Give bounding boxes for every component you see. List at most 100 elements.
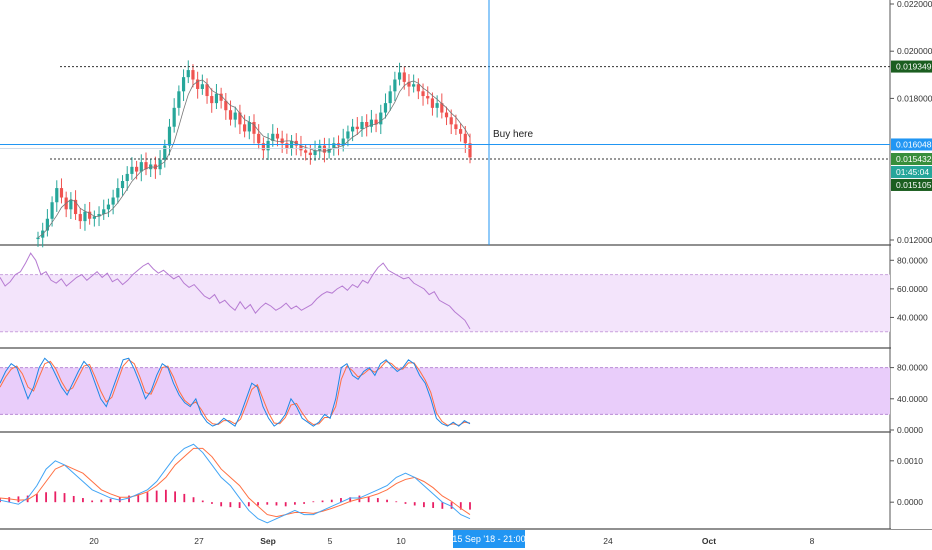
candle-body [83, 211, 87, 222]
candle-body [247, 122, 251, 132]
candle-body [402, 72, 406, 82]
cursor-overlay [453, 0, 525, 548]
candle-body [365, 122, 369, 127]
time-tick-label: Oct [702, 536, 716, 546]
candle-body [111, 197, 115, 205]
candle-body [322, 145, 327, 153]
candle-body [196, 79, 200, 89]
candle-body [102, 209, 106, 215]
candle-body [191, 70, 195, 80]
candle-body [304, 150, 308, 153]
candle-body [36, 237, 40, 240]
candle-body [332, 143, 336, 148]
rsi-tick-label: 60.0000 [897, 284, 928, 294]
macd-histogram-bar [146, 492, 149, 503]
candle-body [444, 112, 449, 118]
macd-histogram-bar [423, 502, 425, 508]
candle-body [97, 214, 101, 217]
price-panel[interactable] [0, 60, 890, 248]
cursor-price-label-box [891, 138, 932, 151]
candle-body [130, 166, 134, 174]
macd-histogram-bar [450, 502, 453, 509]
candle-body [139, 162, 143, 172]
macd-histogram-bar [303, 502, 306, 504]
rsi-line [0, 252, 471, 330]
price-tick-label: 0.012000 [897, 235, 932, 245]
macd-histogram-bar [63, 493, 66, 503]
macd-histogram-bar [220, 502, 223, 507]
candle-body [266, 140, 270, 151]
cursor-price-label: 0.016048 [896, 139, 932, 149]
countdown-label: 01:45:04 [896, 167, 929, 177]
candle-body [393, 79, 397, 92]
countdown-label-box [891, 165, 932, 178]
macd-histogram-bar [386, 499, 388, 503]
stoch-band [0, 367, 890, 415]
macd-histogram-bar [229, 502, 232, 508]
candle-body [435, 103, 439, 108]
macd-signal-line [0, 447, 471, 518]
macd-histogram-bar [211, 502, 213, 504]
candle-body [153, 164, 157, 170]
candle-body [55, 188, 59, 203]
price-tick-label: 0.022000 [897, 0, 932, 9]
macd-histogram-bar [35, 493, 38, 503]
candle-body [106, 204, 111, 210]
candle-body [163, 145, 167, 160]
candle-body [167, 126, 172, 146]
candle-body [440, 103, 444, 113]
macd-histogram-bar [349, 497, 352, 503]
rsi-panel [0, 252, 890, 333]
candle-body [412, 84, 416, 87]
candle-body [125, 173, 129, 181]
moving-average-line [37, 79, 471, 238]
candle-body [88, 211, 92, 219]
candle-body [383, 103, 388, 113]
cursor-time-box [453, 530, 525, 548]
candle-body [271, 133, 275, 141]
stoch-panel [0, 357, 890, 427]
stoch-tick-label: 0.0000 [897, 425, 923, 435]
macd-histogram-bar [284, 502, 287, 507]
candle-body [214, 93, 219, 104]
candle-body [69, 199, 73, 210]
candle-body [200, 84, 204, 89]
candle-body [308, 152, 312, 156]
candle-body [379, 112, 383, 125]
candle-body [261, 143, 265, 151]
candle-body [205, 84, 209, 97]
candle-body [120, 181, 125, 189]
macd-histogram-bar [294, 502, 296, 505]
macd-histogram-bar [72, 495, 75, 503]
candle-body [397, 72, 402, 80]
candle-body [238, 112, 242, 125]
macd-histogram-bar [367, 496, 370, 503]
macd-histogram-bar [174, 491, 176, 503]
candle-body [45, 218, 49, 231]
candle-body [374, 119, 378, 125]
candle-body [181, 77, 186, 92]
macd-histogram-bar [441, 502, 444, 509]
stoch-d-line [0, 359, 471, 426]
candle-body [355, 126, 359, 130]
macd-histogram-bar [340, 498, 342, 503]
candle-body [78, 214, 82, 222]
macd-histogram-bar [45, 492, 47, 503]
candle-body [275, 133, 280, 139]
time-tick-label: 5 [328, 536, 333, 546]
macd-histogram-bar [128, 495, 130, 503]
candle-body [144, 162, 148, 170]
candle-body [318, 145, 322, 151]
macd-histogram-bar [404, 502, 407, 504]
candle-body [430, 98, 435, 108]
candle-body [463, 133, 467, 144]
candle-body [351, 126, 355, 132]
macd-histogram-bar [91, 500, 94, 503]
candle-body [92, 216, 96, 219]
candle-body [59, 188, 64, 198]
candle-body [280, 138, 284, 144]
macd-histogram-bar [330, 499, 333, 503]
macd-histogram-bar [376, 498, 379, 503]
